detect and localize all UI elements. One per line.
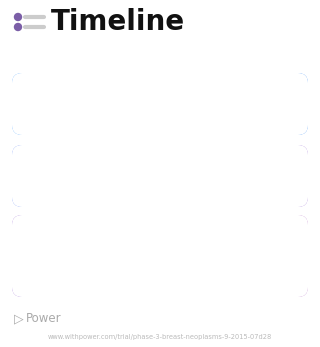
FancyBboxPatch shape xyxy=(12,145,308,207)
Text: Screening ~: Screening ~ xyxy=(30,96,129,111)
Text: www.withpower.com/trial/phase-3-breast-neoplasms-9-2015-07d28: www.withpower.com/trial/phase-3-breast-n… xyxy=(48,334,272,340)
Text: Varies: Varies xyxy=(241,169,290,184)
Text: Follow through study completion
ups ~  estimated to be 5-10 years: Follow through study completion ups ~ es… xyxy=(30,236,306,272)
Circle shape xyxy=(14,14,21,20)
Text: Power: Power xyxy=(26,313,62,325)
Text: Timeline: Timeline xyxy=(51,8,185,36)
Text: 3 weeks: 3 weeks xyxy=(224,96,290,111)
Text: Treatment ~: Treatment ~ xyxy=(30,169,131,184)
Circle shape xyxy=(14,24,21,31)
FancyBboxPatch shape xyxy=(12,215,308,297)
Text: ▷: ▷ xyxy=(14,313,24,325)
FancyBboxPatch shape xyxy=(12,73,308,135)
